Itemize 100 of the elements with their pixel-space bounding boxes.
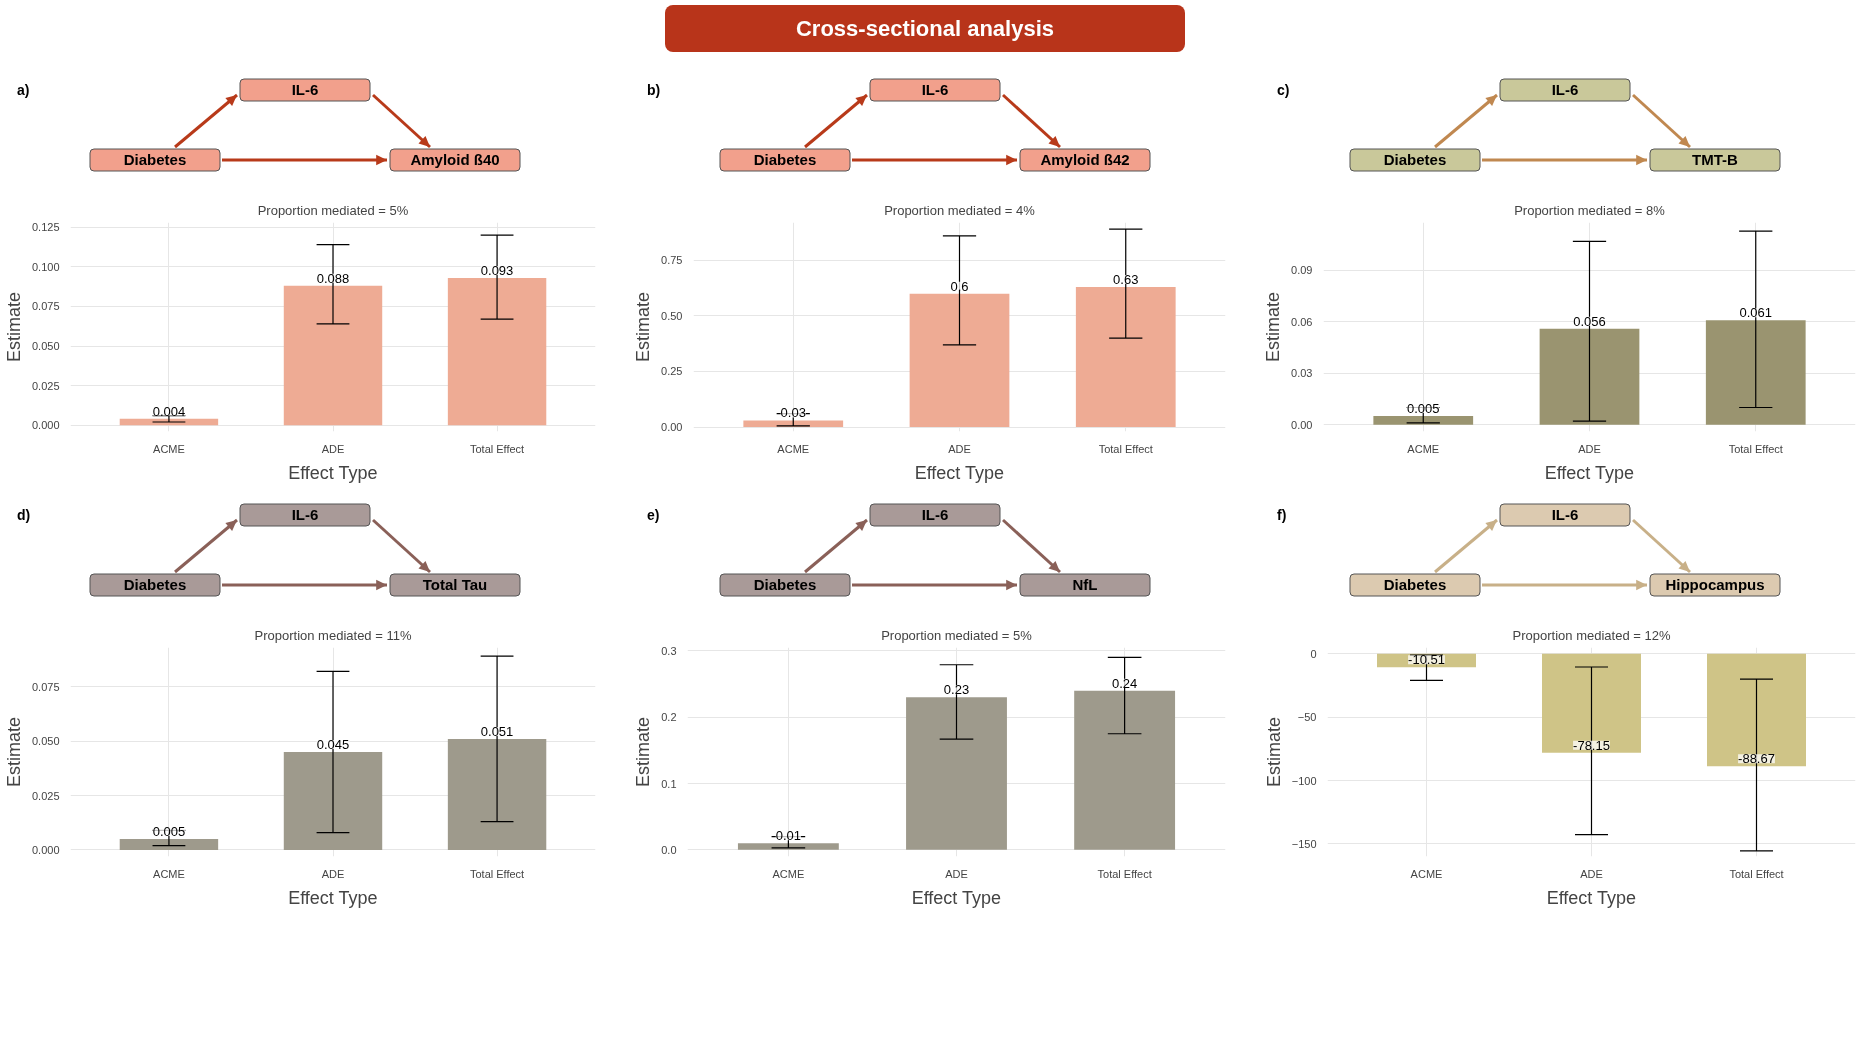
y-tick-label: 0.100 (31, 260, 60, 273)
data-label: 0.03 (780, 405, 806, 421)
bar (1074, 690, 1176, 850)
y-tick-label: 0.050 (31, 340, 60, 352)
y-tick-label: −150 (1291, 837, 1317, 850)
y-tick-label: 0.06 (1291, 315, 1313, 328)
data-label: 0.093 (480, 262, 514, 278)
chart-title: Proportion mediated = 4% (884, 202, 1036, 218)
data-label: 0.01 (775, 828, 802, 844)
x-tick-label: ADE (321, 867, 345, 880)
x-axis-title: Effect Type (1544, 462, 1635, 483)
text: Diabetes (1383, 151, 1447, 168)
x-tick-label: ADE (1580, 867, 1603, 880)
x-tick-label: Total Effect (1728, 442, 1783, 455)
x-tick-label: ADE (321, 442, 345, 455)
bar (1075, 286, 1176, 428)
chart-title: Proportion mediated = 12% (1512, 627, 1671, 643)
text: a) (17, 82, 30, 98)
y-tick-label: −50 (1297, 711, 1317, 724)
y-tick-label: 0.125 (31, 221, 60, 234)
text: Total Tau (422, 576, 488, 593)
text: b) (647, 82, 661, 98)
data-label: -78.15 (1573, 737, 1610, 753)
data-label: 0.005 (1406, 401, 1440, 417)
y-tick-label: 0.075 (31, 300, 60, 313)
text: Diabetes (123, 151, 187, 168)
x-tick-label: Total Effect (1097, 867, 1152, 880)
bar (737, 843, 839, 850)
y-tick-label: 0.00 (661, 421, 683, 434)
x-tick-label: Total Effect (1729, 867, 1784, 880)
x-tick-label: Total Effect (469, 442, 525, 455)
text: Diabetes (1383, 576, 1447, 593)
x-tick-label: Total Effect (1098, 442, 1153, 455)
x-tick-label: ACME (1407, 442, 1440, 455)
text: Amyloid ß42 (1040, 151, 1130, 168)
y-tick-label: 0.025 (31, 379, 60, 392)
data-label: 0.004 (152, 403, 186, 419)
y-axis-title: Estimate (633, 291, 654, 363)
data-label: 0.005 (152, 824, 186, 840)
bar (447, 738, 547, 850)
x-axis-title: Effect Type (288, 887, 378, 908)
x-tick-label: ACME (153, 442, 185, 455)
y-axis-title: Estimate (1263, 716, 1284, 788)
x-axis-title: Effect Type (911, 887, 1002, 908)
data-label: -88.67 (1738, 751, 1775, 767)
data-label: 0.061 (1739, 305, 1773, 321)
y-tick-label: 0.1 (661, 777, 677, 790)
y-tick-label: 0.075 (31, 680, 60, 693)
text: IL-6 (291, 81, 319, 98)
y-tick-label: 0.09 (1291, 264, 1313, 277)
y-tick-label: 0.03 (1291, 367, 1313, 380)
y-axis-title: Estimate (633, 716, 654, 788)
data-label: 0.051 (480, 723, 514, 739)
text: NfL (1072, 576, 1098, 593)
x-tick-label: ACME (1410, 867, 1443, 880)
y-axis-title: Estimate (3, 291, 24, 363)
text: d) (17, 507, 31, 523)
y-tick-label: 0.50 (661, 309, 683, 322)
y-tick-label: 0.75 (661, 254, 683, 267)
x-axis-title: Effect Type (1546, 887, 1637, 908)
text: IL-6 (921, 506, 949, 523)
bar (283, 285, 383, 426)
x-tick-label: ACME (153, 867, 185, 880)
y-tick-label: 0.050 (31, 735, 60, 748)
text: Amyloid ß40 (410, 151, 500, 168)
data-label: 0.6 (950, 278, 969, 294)
data-label: 0.088 (316, 270, 350, 286)
text: IL-6 (291, 506, 319, 523)
text: IL-6 (1551, 81, 1579, 98)
y-tick-label: 0.3 (661, 644, 677, 657)
y-tick-label: 0.025 (31, 789, 60, 802)
text: Hippocampus (1665, 576, 1765, 593)
data-label: -10.51 (1408, 652, 1445, 668)
bar (1539, 328, 1640, 425)
data-label: 0.056 (1573, 313, 1606, 329)
y-tick-label: 0.00 (1291, 418, 1313, 431)
x-axis-title: Effect Type (914, 462, 1005, 483)
data-label: 0.24 (1111, 675, 1138, 691)
data-label: 0.63 (1113, 271, 1139, 287)
bar (283, 752, 383, 850)
y-tick-label: 0.25 (661, 365, 683, 378)
y-tick-label: −100 (1291, 774, 1317, 787)
chart-title: Proportion mediated = 8% (1514, 202, 1666, 218)
bar (447, 277, 547, 426)
text: Cross-sectional analysis (665, 5, 1185, 53)
x-tick-label: ADE (945, 867, 968, 880)
text: Diabetes (753, 576, 817, 593)
x-axis-title: Effect Type (288, 462, 378, 483)
text: c) (1277, 82, 1290, 98)
bar (119, 839, 219, 850)
x-tick-label: ACME (772, 867, 805, 880)
bar (909, 293, 1010, 428)
y-tick-label: 0.2 (661, 711, 677, 724)
y-axis-title: Estimate (1263, 291, 1284, 363)
x-tick-label: ADE (948, 442, 971, 455)
y-axis-title: Estimate (3, 716, 24, 788)
bar (1373, 416, 1474, 425)
data-label: 0.23 (943, 682, 970, 698)
bar (1705, 320, 1806, 425)
text: e) (647, 507, 660, 523)
